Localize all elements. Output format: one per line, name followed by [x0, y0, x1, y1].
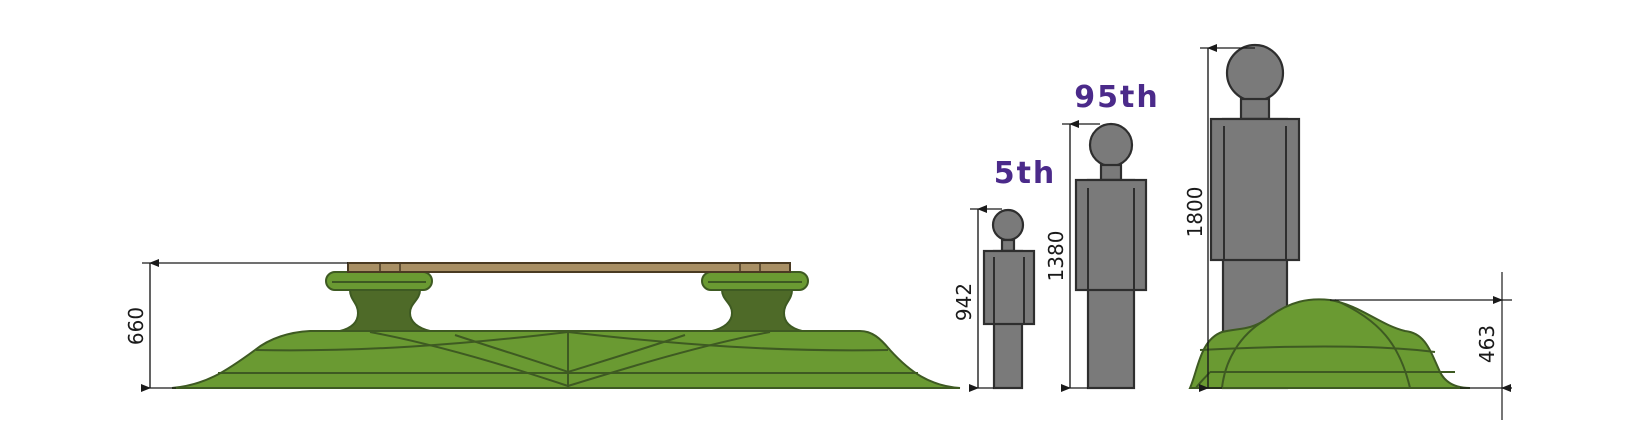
- base-seam: [567, 331, 889, 352]
- bench-base: [171, 330, 961, 389]
- bench-illustration: [171, 262, 961, 389]
- mound-seam: [1221, 319, 1266, 389]
- person-adult-torso: [1209, 117, 1301, 262]
- bench-height-label: 660: [124, 307, 148, 345]
- person-5th-height-label: 942: [952, 283, 976, 321]
- mound-height-label: 463: [1475, 325, 1499, 363]
- dimension-adult-height: 1800: [1183, 44, 1255, 392]
- bench-seat-plank: [347, 262, 791, 273]
- person-95th-height-label: 1380: [1044, 231, 1068, 282]
- base-seam: [255, 331, 569, 352]
- person-95th-head: [1088, 122, 1134, 168]
- base-seam: [369, 331, 569, 387]
- person-5th-torso: [982, 249, 1036, 326]
- bench-pedestal-right: [711, 289, 803, 332]
- bench-pedestal-left: [339, 289, 431, 332]
- dimension-bench-height: 660: [124, 259, 348, 392]
- person-95th-torso: [1074, 178, 1148, 292]
- person-95th-percentile: [1074, 122, 1148, 390]
- dimension-mound-height: 463: [1330, 272, 1512, 420]
- dimension-person-95th: 1380: [1044, 120, 1100, 392]
- person-5th-neck: [1000, 238, 1016, 253]
- plank-bolts: [379, 263, 761, 272]
- base-seam: [567, 331, 771, 387]
- person-95th-neck: [1099, 163, 1123, 182]
- percentile-95th-label: 95th: [1074, 80, 1159, 115]
- mound-seam: [1195, 371, 1211, 389]
- person-adult-neck: [1239, 97, 1271, 121]
- person-adult-head: [1225, 43, 1285, 103]
- percentile-5th-label: 5th: [994, 156, 1057, 191]
- adult-height-label: 1800: [1183, 187, 1207, 238]
- person-5th-head: [991, 208, 1025, 242]
- dimension-person-5th: 942: [952, 205, 1002, 392]
- mound-seam: [1334, 299, 1411, 389]
- person-5th-percentile: [982, 208, 1036, 390]
